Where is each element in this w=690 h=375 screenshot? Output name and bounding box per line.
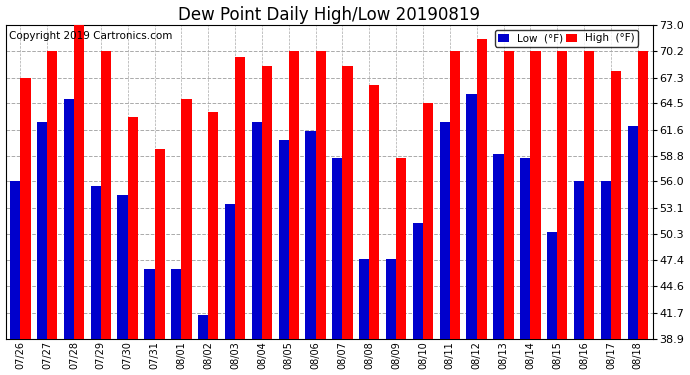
Bar	[574, 182, 584, 339]
Bar	[333, 158, 342, 339]
Bar	[423, 103, 433, 339]
Bar	[252, 122, 262, 339]
Bar	[520, 158, 531, 339]
Bar	[396, 158, 406, 339]
Bar	[531, 51, 540, 339]
Bar	[547, 232, 558, 339]
Bar	[101, 51, 111, 339]
Bar	[235, 57, 245, 339]
Bar	[558, 51, 567, 339]
Bar	[504, 51, 514, 339]
Bar	[288, 51, 299, 339]
Bar	[413, 223, 423, 339]
Bar	[262, 66, 272, 339]
Bar	[477, 39, 487, 339]
Bar	[144, 268, 155, 339]
Bar	[155, 149, 165, 339]
Text: Copyright 2019 Cartronics.com: Copyright 2019 Cartronics.com	[9, 32, 172, 41]
Bar	[386, 260, 396, 339]
Bar	[37, 122, 47, 339]
Bar	[450, 51, 460, 339]
Legend: Low  (°F), High  (°F): Low (°F), High (°F)	[495, 30, 638, 46]
Bar	[601, 182, 611, 339]
Bar	[225, 204, 235, 339]
Bar	[493, 154, 504, 339]
Bar	[198, 315, 208, 339]
Bar	[117, 195, 128, 339]
Bar	[171, 268, 181, 339]
Bar	[47, 51, 57, 339]
Bar	[638, 51, 648, 339]
Bar	[128, 117, 138, 339]
Bar	[359, 260, 369, 339]
Bar	[306, 131, 315, 339]
Bar	[611, 71, 621, 339]
Bar	[627, 126, 638, 339]
Bar	[466, 94, 477, 339]
Bar	[342, 66, 353, 339]
Bar	[181, 99, 192, 339]
Title: Dew Point Daily High/Low 20190819: Dew Point Daily High/Low 20190819	[178, 6, 480, 24]
Bar	[10, 182, 20, 339]
Bar	[369, 85, 380, 339]
Bar	[315, 51, 326, 339]
Bar	[440, 122, 450, 339]
Bar	[90, 186, 101, 339]
Bar	[279, 140, 288, 339]
Bar	[63, 99, 74, 339]
Bar	[584, 51, 594, 339]
Bar	[74, 25, 84, 339]
Bar	[20, 78, 30, 339]
Bar	[208, 112, 219, 339]
